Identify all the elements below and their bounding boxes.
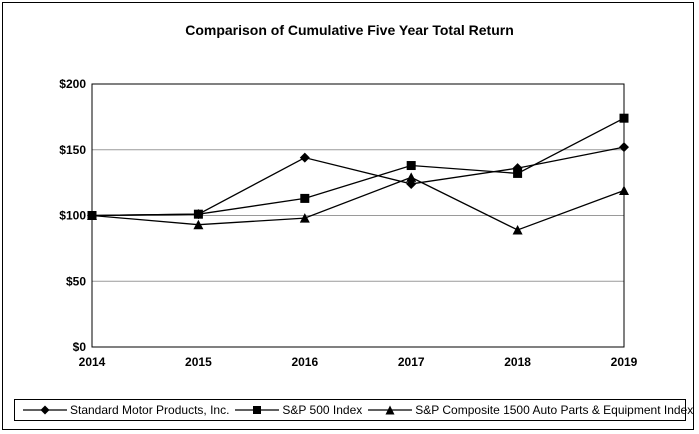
x-tick-label: 2016 — [291, 355, 318, 369]
legend-item-auto-parts: S&P Composite 1500 Auto Parts & Equipmen… — [368, 403, 693, 417]
data-point-square — [300, 193, 310, 203]
triangle-marker-icon — [368, 405, 413, 415]
legend-item-sp500: S&P 500 Index — [235, 403, 362, 417]
data-point-square — [406, 161, 416, 171]
x-tick-label: 2019 — [611, 355, 638, 369]
series-line-1 — [91, 117, 625, 217]
y-tick-label: $100 — [59, 209, 86, 223]
x-tick-label: 2015 — [185, 355, 212, 369]
diamond-marker-icon — [23, 405, 67, 415]
legend-item-standard-motor: Standard Motor Products, Inc. — [23, 403, 229, 417]
line-chart: $0 $50 $100 $150 $200 2014 2015 2016 2017 2018 201… — [59, 77, 638, 369]
legend-label: Standard Motor Products, Inc. — [70, 403, 230, 417]
data-point-square — [619, 113, 629, 123]
x-tick-label: 2018 — [504, 355, 531, 369]
data-point-triangle — [406, 172, 417, 182]
series-line-2 — [91, 176, 625, 231]
data-point-triangle — [193, 219, 204, 230]
y-tick-label: $0 — [73, 340, 87, 354]
data-point-square — [513, 168, 523, 178]
y-tick-label: $50 — [66, 274, 86, 288]
y-tick-label: $150 — [59, 143, 86, 157]
legend-label: S&P Composite 1500 Auto Parts & Equipmen… — [415, 403, 694, 417]
y-tick-label: $200 — [59, 77, 86, 91]
square-marker-icon — [235, 406, 280, 414]
data-point-square — [193, 209, 203, 219]
chart-frame — [2, 2, 694, 430]
x-tick-label: 2017 — [398, 355, 425, 369]
data-point-diamond — [299, 152, 310, 163]
data-point-triangle — [619, 185, 629, 196]
legend: Standard Motor Products, Inc. S&P 500 In… — [14, 399, 693, 421]
x-tick-label: 2014 — [79, 355, 106, 369]
data-point-diamond — [619, 142, 629, 153]
data-point-triangle — [299, 213, 310, 223]
data-point-triangle — [87, 210, 97, 220]
legend-label: S&P 500 Index — [282, 403, 363, 417]
data-point-triangle — [512, 224, 523, 235]
chart-title: Comparison of Cumulative Five Year Total… — [185, 22, 514, 38]
